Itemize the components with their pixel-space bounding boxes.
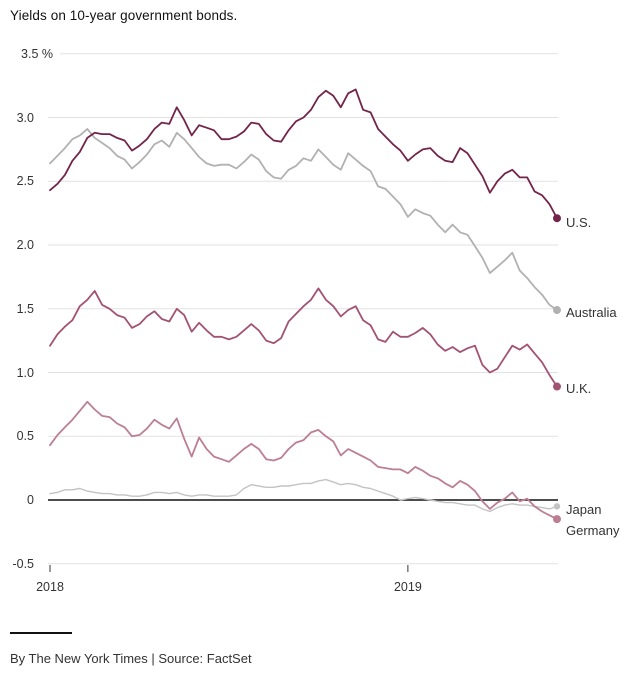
series-label-uk: U.K.	[566, 380, 592, 396]
series-label-germany: Germany	[566, 523, 620, 539]
y-axis-label: 3.0	[16, 110, 34, 125]
series-line-uk	[49, 287, 558, 388]
y-axis-label: 3.5 %	[21, 46, 53, 61]
series-line-germany	[49, 400, 558, 520]
y-axis-label: 1.5	[16, 301, 34, 316]
y-axis-label: -0.5	[12, 556, 34, 571]
footer-divider	[10, 632, 72, 634]
series-end-dot-us	[553, 214, 561, 223]
footer-credit: By The New York Times | Source: FactSet	[10, 651, 252, 666]
series-line-us	[49, 88, 558, 220]
series-line-australia	[49, 128, 558, 311]
x-axis-label: 2019	[393, 580, 422, 594]
series-line-japan	[49, 478, 558, 513]
y-axis-label: 1.0	[16, 365, 34, 380]
y-axis-label: 2.5	[16, 174, 34, 189]
chart-title: Yields on 10-year government bonds.	[10, 8, 238, 23]
series-end-dot-germany	[553, 515, 561, 524]
series-label-australia: Australia	[566, 305, 617, 321]
y-axis-label: 0	[27, 493, 34, 507]
series-end-dot-australia	[553, 306, 561, 315]
series-end-dot-japan	[553, 503, 561, 510]
x-axis-label: 2018	[36, 580, 64, 594]
series-label-us: U.S.	[566, 215, 592, 231]
series-end-dot-uk	[553, 382, 561, 391]
y-axis-label: 0.5	[16, 429, 34, 444]
y-axis-label: 2.0	[16, 238, 34, 252]
series-label-japan: Japan	[566, 502, 602, 518]
